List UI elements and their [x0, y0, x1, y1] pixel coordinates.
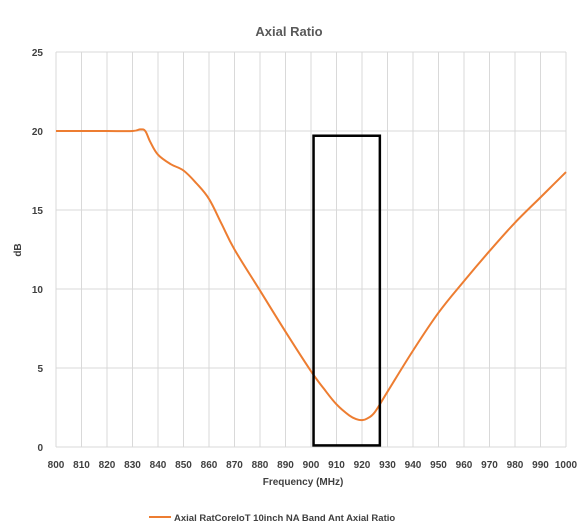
- x-tick-label: 980: [507, 460, 524, 471]
- x-tick-label: 920: [354, 460, 371, 471]
- x-tick-label: 990: [532, 460, 549, 471]
- x-tick-label: 820: [99, 460, 116, 471]
- x-tick-label: 810: [73, 460, 90, 471]
- x-tick-label: 880: [252, 460, 269, 471]
- highlight-box: [312, 134, 382, 447]
- y-tick-label: 15: [32, 206, 44, 217]
- y-axis-label: dB: [13, 243, 24, 256]
- y-axis-ticks: 0 5 10 15 20 25: [32, 48, 44, 454]
- horizontal-gridlines: [56, 51, 566, 448]
- x-tick-label: 840: [150, 460, 167, 471]
- legend: Axial RatCoreIoT 10inch NA Band Ant Axia…: [149, 513, 395, 524]
- y-tick-label: 0: [37, 443, 43, 454]
- x-tick-label: 910: [328, 460, 345, 471]
- legend-label: Axial RatCoreIoT 10inch NA Band Ant Axia…: [174, 513, 395, 524]
- x-tick-label: 960: [456, 460, 473, 471]
- x-axis-ticks: 800 810 820 830 840 850 860 870 880 890 900 910 920 9…: [48, 460, 578, 471]
- y-tick-label: 5: [37, 364, 43, 375]
- x-tick-label: 970: [481, 460, 498, 471]
- y-tick-label: 10: [32, 285, 44, 296]
- x-tick-label: 940: [405, 460, 422, 471]
- highlight-rectangle: [312, 134, 382, 447]
- x-tick-label: 900: [303, 460, 320, 471]
- x-tick-label: 950: [430, 460, 447, 471]
- y-tick-label: 20: [32, 127, 44, 138]
- x-axis-label: Frequency (MHz): [263, 477, 344, 488]
- x-tick-label: 800: [48, 460, 65, 471]
- series-lines: [56, 128, 567, 422]
- x-tick-label: 860: [201, 460, 218, 471]
- x-tick-label: 850: [175, 460, 192, 471]
- vertical-gridlines: [55, 52, 567, 447]
- x-tick-label: 830: [124, 460, 141, 471]
- x-tick-label: 1000: [555, 460, 578, 471]
- y-tick-label: 25: [32, 48, 44, 59]
- x-tick-label: 890: [277, 460, 294, 471]
- x-tick-label: 870: [226, 460, 243, 471]
- chart-title: Axial Ratio: [255, 24, 322, 39]
- series-line: [56, 128, 567, 422]
- x-tick-label: 930: [379, 460, 396, 471]
